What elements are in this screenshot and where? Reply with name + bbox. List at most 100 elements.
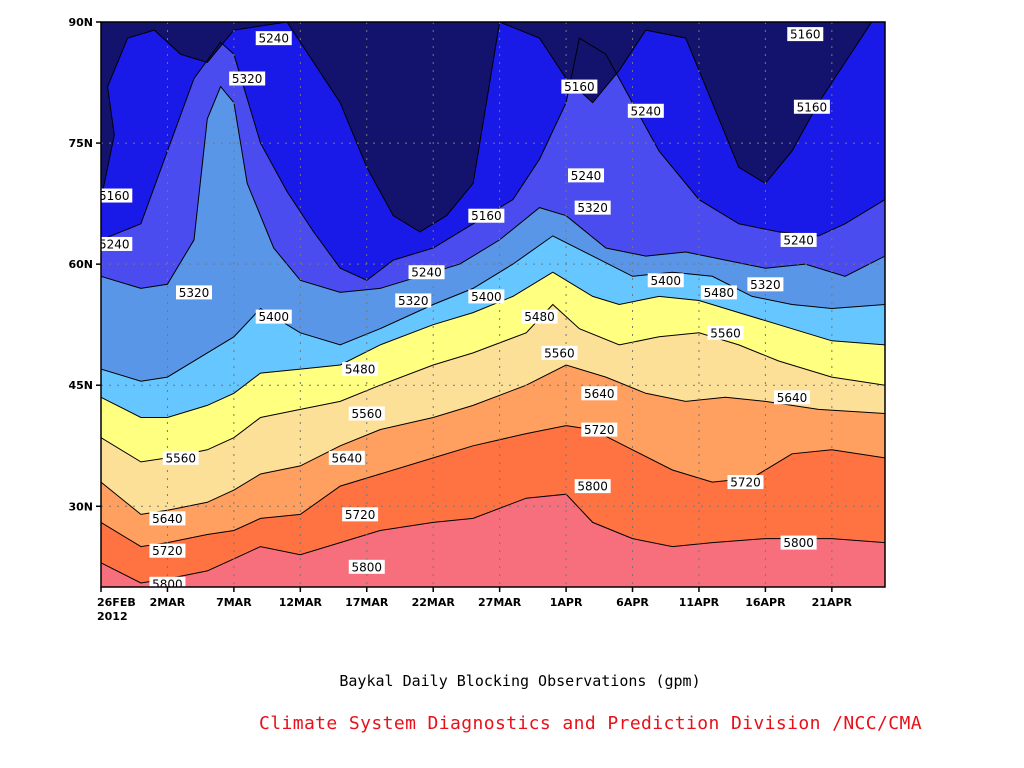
contour-label-bg bbox=[328, 450, 365, 465]
contour-label-bg bbox=[521, 309, 558, 324]
contour-label-bg bbox=[793, 99, 830, 114]
contour-line-5800 bbox=[101, 493, 885, 584]
contour-label-bg bbox=[342, 507, 379, 522]
contour-label: 5400 bbox=[471, 290, 502, 304]
contour-label: 5560 bbox=[710, 326, 741, 340]
contour-label-bg bbox=[149, 511, 186, 526]
x-tick-label: 17MAR bbox=[345, 596, 389, 609]
contour-label-bg bbox=[149, 543, 186, 558]
contour-label-bg bbox=[707, 325, 744, 340]
contour-line-5240 bbox=[101, 37, 885, 281]
contour-band-5160 bbox=[101, 22, 885, 232]
x-tick-label: 2MAR bbox=[150, 596, 186, 609]
contour-label: 5560 bbox=[351, 407, 382, 421]
contour-label: 5640 bbox=[332, 451, 363, 465]
contour-label-bg bbox=[700, 285, 737, 300]
contour-label-bg bbox=[101, 188, 133, 203]
contour-label-bg bbox=[342, 362, 379, 377]
contour-label-bg bbox=[468, 208, 505, 223]
contour-label: 5240 bbox=[411, 266, 442, 280]
contour-label-bg bbox=[581, 422, 618, 437]
contour-label: 5480 bbox=[704, 286, 735, 300]
contour-label: 5320 bbox=[232, 72, 263, 86]
contour-label: 5320 bbox=[577, 201, 608, 215]
contour-label-bg bbox=[348, 406, 385, 421]
y-tick-label: 75N bbox=[68, 137, 93, 150]
contour-label: 5720 bbox=[345, 508, 376, 522]
contour-label: 5480 bbox=[345, 363, 376, 377]
contour-label: 5720 bbox=[730, 476, 761, 490]
chart-title: Baykal Daily Blocking Observations (gpm) bbox=[339, 672, 701, 690]
x-tick-label: 7MAR bbox=[216, 596, 252, 609]
contour-label: 5320 bbox=[398, 294, 429, 308]
contour-label-bg bbox=[101, 236, 133, 251]
contour-label: 5720 bbox=[152, 544, 183, 558]
contour-label: 5720 bbox=[584, 423, 615, 437]
contour-line-5400 bbox=[101, 235, 885, 382]
contour-label-bg bbox=[408, 265, 445, 280]
contour-label: 5800 bbox=[577, 480, 608, 494]
contour-label: 5240 bbox=[571, 169, 602, 183]
x-tick-label: 26FEB bbox=[97, 596, 136, 609]
contour-label-bg bbox=[574, 200, 611, 215]
contour-label: 5640 bbox=[777, 391, 808, 405]
contour-label: 5400 bbox=[650, 274, 681, 288]
y-axis-ticks: 90N 75N 60N 45N 30N bbox=[68, 16, 101, 513]
contour-label-bg bbox=[176, 285, 213, 300]
contour-label: 5480 bbox=[524, 310, 555, 324]
contour-label: 5320 bbox=[179, 286, 210, 300]
x-tick-label: 11APR bbox=[679, 596, 720, 609]
contour-label-bg bbox=[395, 293, 432, 308]
contour-label-bg bbox=[727, 475, 764, 490]
contour-label: 5800 bbox=[783, 536, 814, 550]
contour-label-bg bbox=[773, 390, 810, 405]
grid-lines bbox=[101, 22, 885, 587]
x-tick-label: 21APR bbox=[812, 596, 853, 609]
contour-label-bg bbox=[747, 277, 784, 292]
contour-label: 5320 bbox=[750, 278, 781, 292]
plot-frame bbox=[100, 21, 886, 588]
y-tick-label: 90N bbox=[68, 16, 93, 29]
contour-label: 5160 bbox=[99, 189, 130, 203]
contour-label-bg bbox=[255, 309, 292, 324]
contour-label: 5160 bbox=[790, 28, 821, 42]
contour-label: 5560 bbox=[544, 346, 575, 360]
contour-label-bg bbox=[348, 559, 385, 574]
contour-line-5160 bbox=[101, 22, 873, 233]
contour-labels: 5240 5320 5160 5240 5160 5160 5160 5240 5240 5160… bbox=[99, 27, 830, 591]
contour-label: 5640 bbox=[584, 387, 615, 401]
y-tick-label: 30N bbox=[68, 500, 93, 513]
contour-label: 5240 bbox=[631, 104, 662, 118]
contour-label-bg bbox=[780, 232, 817, 247]
contour-label: 5800 bbox=[351, 560, 382, 574]
contour-label: 5640 bbox=[152, 512, 183, 526]
contour-label-bg bbox=[468, 289, 505, 304]
contour-label: 5800 bbox=[152, 577, 183, 591]
contour-label-bg bbox=[561, 79, 598, 94]
contour-label: 5160 bbox=[564, 80, 595, 94]
contour-label-bg bbox=[780, 535, 817, 550]
y-tick-label: 60N bbox=[68, 258, 93, 271]
contour-label-bg bbox=[574, 479, 611, 494]
contour-label: 5240 bbox=[258, 32, 289, 46]
credit-line: Climate System Diagnostics and Predictio… bbox=[259, 713, 922, 734]
contour-fill-bands bbox=[101, 22, 885, 587]
contour-label-bg bbox=[255, 31, 292, 46]
contour-label: 5400 bbox=[258, 310, 289, 324]
contour-label: 5240 bbox=[783, 233, 814, 247]
y-tick-label: 45N bbox=[68, 379, 93, 392]
contour-label-bg bbox=[627, 103, 664, 118]
contour-label: 5160 bbox=[797, 100, 828, 114]
contour-label-bg bbox=[647, 273, 684, 288]
contour-line-5560 bbox=[101, 303, 885, 463]
x-axis-ticks: 26FEB 2MAR 7MAR 12MAR 17MAR 22MAR 27MAR 1APR 6AP… bbox=[97, 587, 853, 609]
x-axis-year-label: 2012 bbox=[97, 610, 128, 623]
x-tick-label: 12MAR bbox=[279, 596, 323, 609]
x-tick-label: 22MAR bbox=[412, 596, 456, 609]
contour-label-bg bbox=[149, 576, 186, 587]
contour-label: 5240 bbox=[99, 237, 130, 251]
contour-label: 5560 bbox=[165, 451, 196, 465]
contour-line-5640 bbox=[101, 364, 885, 515]
contour-band-5240 bbox=[101, 22, 885, 281]
